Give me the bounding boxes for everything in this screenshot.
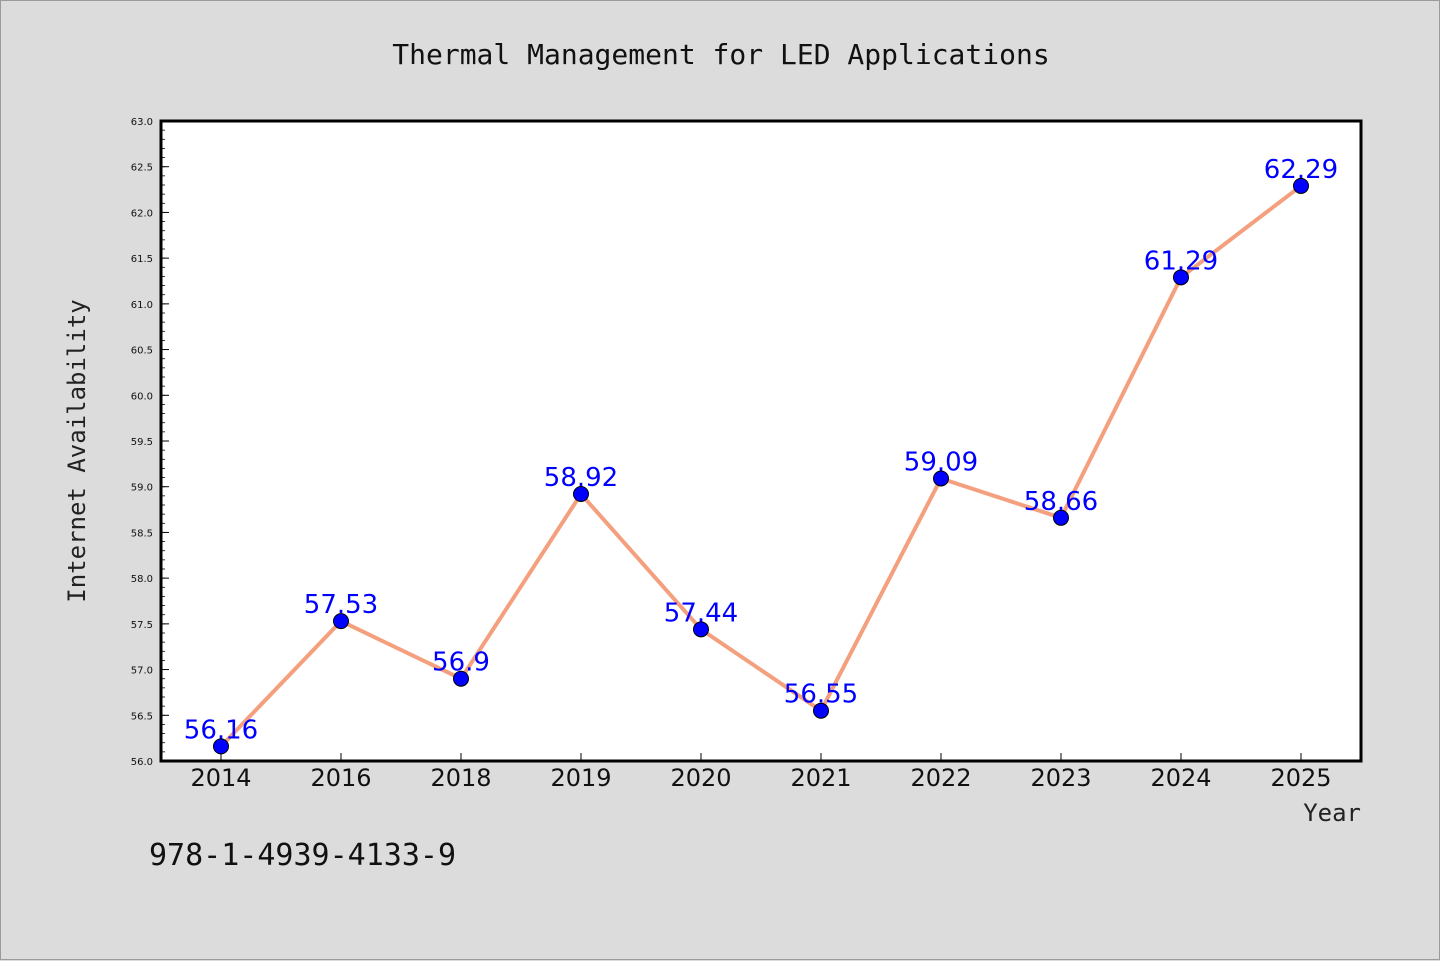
isbn-annotation: 978-1-4939-4133-9 [149, 838, 456, 873]
y-axis-minor-ticks [161, 120, 165, 762]
data-label: 56.16 [184, 715, 258, 745]
x-tick-label: 2014 [190, 764, 251, 792]
series-line [219, 184, 1303, 748]
y-tick-label: 61.5 [131, 254, 153, 265]
data-point [1173, 269, 1189, 286]
data-label: 59.09 [904, 447, 978, 477]
data-point [573, 486, 589, 503]
data-point [693, 621, 709, 638]
y-tick-label: 60.5 [131, 346, 153, 357]
y-tick-label: 61.0 [131, 300, 153, 311]
y-tick-label: 57.5 [131, 620, 153, 631]
x-tick-label: 2020 [670, 764, 731, 792]
y-tick-label: 58.0 [131, 574, 153, 585]
y-tick-label: 57.0 [131, 666, 153, 677]
x-axis-label: Year [1303, 799, 1361, 827]
data-point [1053, 509, 1069, 526]
x-tick-label: 2019 [550, 764, 611, 792]
data-point [813, 702, 829, 719]
y-tick-label: 62.0 [131, 208, 153, 219]
y-tick-label: 56.0 [131, 757, 153, 768]
x-tick-label: 2021 [790, 764, 851, 792]
y-tick-label: 59.5 [131, 437, 153, 448]
y-tick-label: 62.5 [131, 163, 153, 174]
y-tick-label: 56.5 [131, 711, 153, 722]
y-tick-label: 60.0 [131, 391, 153, 402]
data-point [1293, 177, 1309, 194]
data-label: 57.53 [304, 590, 378, 620]
x-tick-label: 2025 [1270, 764, 1331, 792]
y-tick-label: 59.0 [131, 483, 153, 494]
data-point [933, 470, 949, 487]
x-tick-label: 2023 [1030, 764, 1091, 792]
x-tick-label: 2016 [310, 764, 371, 792]
x-tick-label: 2024 [1150, 764, 1211, 792]
series-group [213, 177, 1309, 755]
data-label: 56.55 [784, 680, 858, 710]
x-tick-label: 2018 [430, 764, 491, 792]
x-axis-ticks: 2014 2016 2018 2019 2020 2021 2022 2023 2024 2025 [190, 753, 1332, 792]
data-label: 61.29 [1144, 246, 1218, 276]
data-label: 57.44 [664, 598, 738, 628]
data-label: 58.66 [1024, 487, 1098, 517]
data-point [213, 738, 229, 755]
data-point [453, 670, 469, 687]
data-point [333, 613, 349, 630]
x-tick-label: 2022 [910, 764, 971, 792]
data-label: 58.92 [544, 463, 618, 493]
data-label: 56.9 [432, 648, 490, 678]
chart-title: Thermal Management for LED Applications [392, 38, 1049, 71]
plot-area [159, 119, 1363, 763]
y-axis-label: Internet Availability [63, 299, 91, 602]
y-tick-label: 63.0 [131, 117, 153, 128]
data-labels: 56.16 57.53 56.9 58.92 57.44 56.55 59.09 58.66 6… [184, 155, 1338, 745]
y-tick-label: 58.5 [131, 528, 153, 539]
data-label: 62.29 [1264, 155, 1338, 185]
